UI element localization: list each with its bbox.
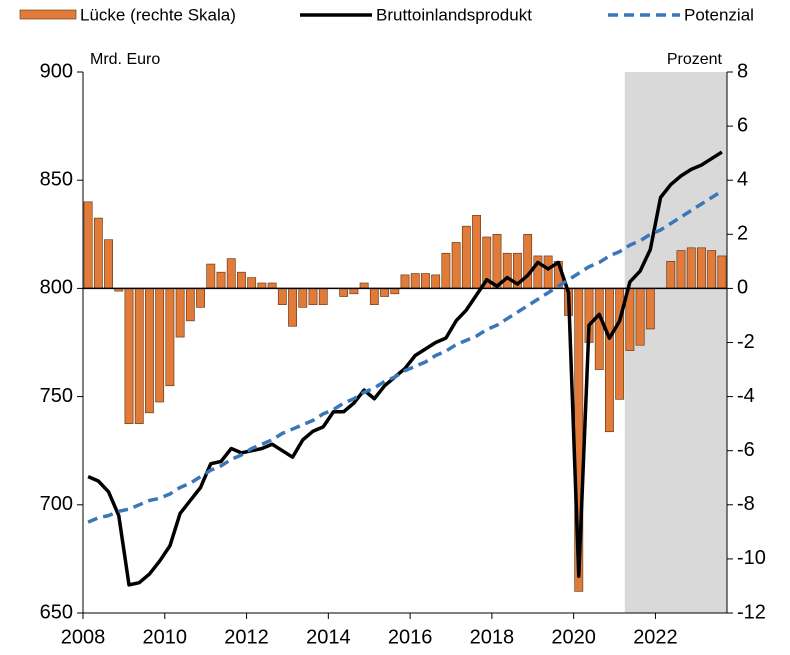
y2-tick-label: 6	[737, 114, 748, 136]
bar	[226, 258, 236, 289]
bar	[216, 271, 226, 289]
bar	[431, 274, 441, 289]
bar	[410, 273, 420, 289]
bar	[421, 273, 430, 289]
bar	[257, 282, 267, 289]
x-tick-label: 2020	[551, 626, 596, 648]
y2-tick-label: 8	[737, 60, 748, 82]
bar	[605, 288, 614, 433]
legend-swatch	[19, 9, 77, 20]
bar	[196, 288, 205, 308]
bar	[237, 271, 246, 289]
bar	[369, 288, 379, 305]
y2-tick-label: -10	[737, 547, 766, 569]
bar	[206, 263, 216, 289]
y-tick-label: 750	[40, 385, 73, 407]
bar	[380, 288, 389, 297]
bar	[267, 282, 277, 289]
y-tick-label: 900	[40, 60, 73, 82]
x-tick-label: 2022	[633, 626, 678, 648]
bar	[441, 252, 451, 289]
y2-tick-label: 4	[737, 168, 748, 190]
x-tick-label: 2018	[470, 626, 515, 648]
y2-tick-label: -6	[737, 439, 755, 461]
y2-tick-label: 2	[737, 223, 748, 245]
y-tick-label: 700	[40, 493, 73, 515]
bar	[502, 252, 512, 289]
y-axis-label: Mrd. Euro	[90, 51, 160, 68]
bar	[359, 282, 369, 289]
bar	[247, 277, 257, 289]
x-tick-label: 2014	[306, 626, 351, 648]
bar	[124, 288, 134, 424]
bar	[717, 255, 727, 289]
bar	[697, 247, 706, 289]
bar	[155, 288, 165, 403]
line	[87, 150, 723, 587]
y2-axis-label: Prozent	[667, 51, 723, 68]
bar	[666, 261, 676, 289]
x-tick-label: 2010	[143, 626, 188, 648]
bar	[175, 288, 185, 338]
y-tick-label: 850	[40, 168, 73, 190]
bar	[492, 234, 502, 289]
bar	[277, 288, 287, 305]
bar	[400, 274, 410, 289]
y2-tick-label: -4	[737, 385, 755, 407]
bar	[308, 288, 318, 305]
bar	[318, 288, 328, 305]
bar	[145, 288, 154, 414]
x-tick-label: 2008	[61, 626, 106, 648]
x-tick-label: 2016	[388, 626, 433, 648]
legend-label: Potenzial	[684, 5, 754, 24]
y2-tick-label: -2	[737, 331, 755, 353]
bar	[635, 288, 645, 346]
y2-tick-label: -12	[737, 601, 766, 623]
bar	[298, 288, 308, 308]
line	[87, 189, 723, 524]
legend-label: Lücke (rechte Skala)	[80, 5, 236, 24]
bar	[707, 250, 717, 289]
bar	[83, 201, 93, 289]
bar	[461, 225, 471, 289]
bar	[390, 288, 400, 295]
bar	[165, 288, 175, 387]
bar	[185, 288, 195, 322]
y-tick-label: 800	[40, 277, 73, 299]
bar	[686, 247, 696, 289]
bar	[93, 217, 103, 289]
bar	[676, 250, 686, 289]
bar	[134, 288, 144, 424]
y2-tick-label: 0	[737, 277, 748, 299]
bar	[543, 255, 553, 289]
bar	[288, 288, 297, 327]
bar	[451, 242, 461, 289]
bar	[523, 234, 533, 289]
legend-label: Bruttoinlandsprodukt	[376, 5, 532, 24]
x-tick-label: 2012	[224, 626, 269, 648]
y-tick-label: 650	[40, 601, 73, 623]
bar	[472, 215, 481, 289]
bar	[104, 239, 113, 289]
y2-tick-label: -8	[737, 493, 755, 515]
bar	[594, 288, 604, 370]
bar	[339, 288, 349, 297]
bar	[645, 288, 655, 330]
bar	[349, 288, 359, 295]
